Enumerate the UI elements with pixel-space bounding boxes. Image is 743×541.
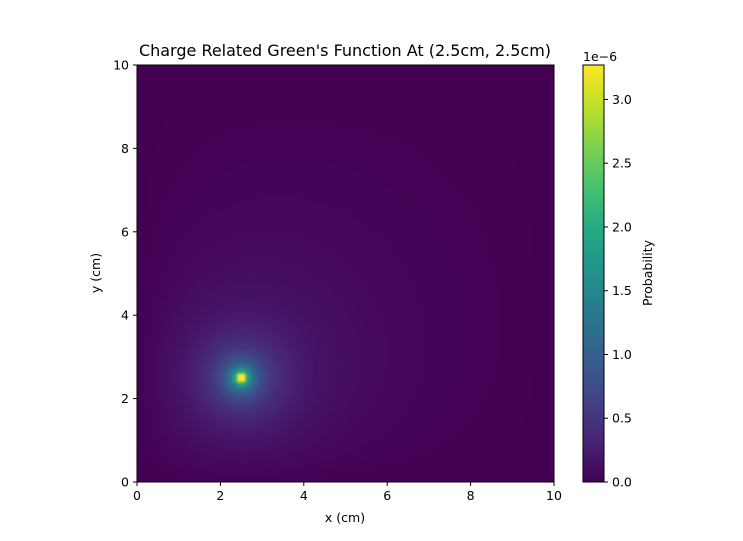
chart-title: Charge Related Green's Function At (2.5c…: [139, 41, 551, 60]
y-tick-label: 10: [113, 58, 129, 73]
colorbar-axis: 0.0 0.5 1.0 1.5 2.0 2.5 3.0: [604, 92, 632, 490]
plot-frame: [136, 64, 555, 483]
y-tick-label: 0: [121, 475, 129, 490]
colorbar-tick-label: 3.0: [612, 92, 632, 107]
heatmap: [137, 65, 554, 482]
colorbar-tick-label: 2.0: [612, 219, 632, 234]
y-axis: 0 2 4 6 8 10: [113, 58, 137, 490]
colorbar-tick-label: 2.5: [612, 156, 632, 171]
colorbar-label: Probability: [640, 239, 655, 306]
x-tick-label: 4: [300, 488, 308, 503]
heatmap-image: [137, 65, 554, 482]
x-axis: 0 2 4 6 8 10: [133, 482, 562, 503]
colorbar-tick-label: 1.5: [612, 283, 632, 298]
x-tick-label: 2: [216, 488, 224, 503]
y-tick-label: 4: [121, 308, 129, 323]
x-tick-label: 6: [383, 488, 391, 503]
x-tick-label: 10: [546, 488, 562, 503]
y-tick-label: 2: [121, 391, 129, 406]
y-tick-label: 6: [121, 224, 129, 239]
colorbar-tick-label: 1.0: [612, 347, 632, 362]
x-tick-label: 8: [467, 488, 475, 503]
y-axis-label: y (cm): [88, 253, 103, 293]
x-axis-label: x (cm): [325, 510, 365, 525]
colorbar-tick-label: 0.0: [612, 475, 632, 490]
y-tick-label: 8: [121, 141, 129, 156]
colorbar-tick-label: 0.5: [612, 411, 632, 426]
colorbar-exponent: 1e−6: [583, 49, 617, 64]
colorbar: [582, 64, 605, 483]
x-tick-label: 0: [133, 488, 141, 503]
